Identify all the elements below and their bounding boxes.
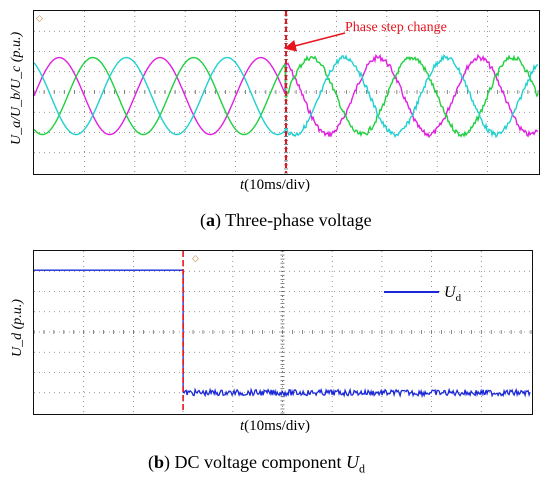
series-line-ub — [34, 54, 539, 138]
trigger-marker-b: ◇ — [192, 253, 199, 263]
scope-panel-three-phase: ◇ — [33, 10, 540, 175]
caption-a: (a) Three-phase voltage — [200, 210, 372, 230]
legend-label-ud: Ud — [444, 284, 462, 305]
x-axis-label-b: t(10ms/div) — [240, 418, 311, 434]
three-phase-plot — [34, 11, 539, 174]
dc-component-plot — [34, 251, 532, 414]
series-line-ud — [34, 269, 531, 399]
grid — [34, 11, 539, 174]
series-line-uc — [34, 53, 539, 139]
scope-panel-dc-component: ◇ — [33, 250, 533, 415]
trigger-marker-a: ◇ — [36, 13, 43, 23]
phase-step-annotation: Phase step change — [345, 20, 447, 35]
caption-b: (b) DC voltage component Ud — [148, 452, 365, 476]
grid — [34, 251, 532, 414]
y-axis-label-a: U_a/U_b/U_c (p.u.) — [9, 31, 24, 145]
y-axis-label-b: U_d (p.u.) — [10, 299, 25, 357]
x-axis-label-a: t(10ms/div) — [240, 177, 311, 193]
